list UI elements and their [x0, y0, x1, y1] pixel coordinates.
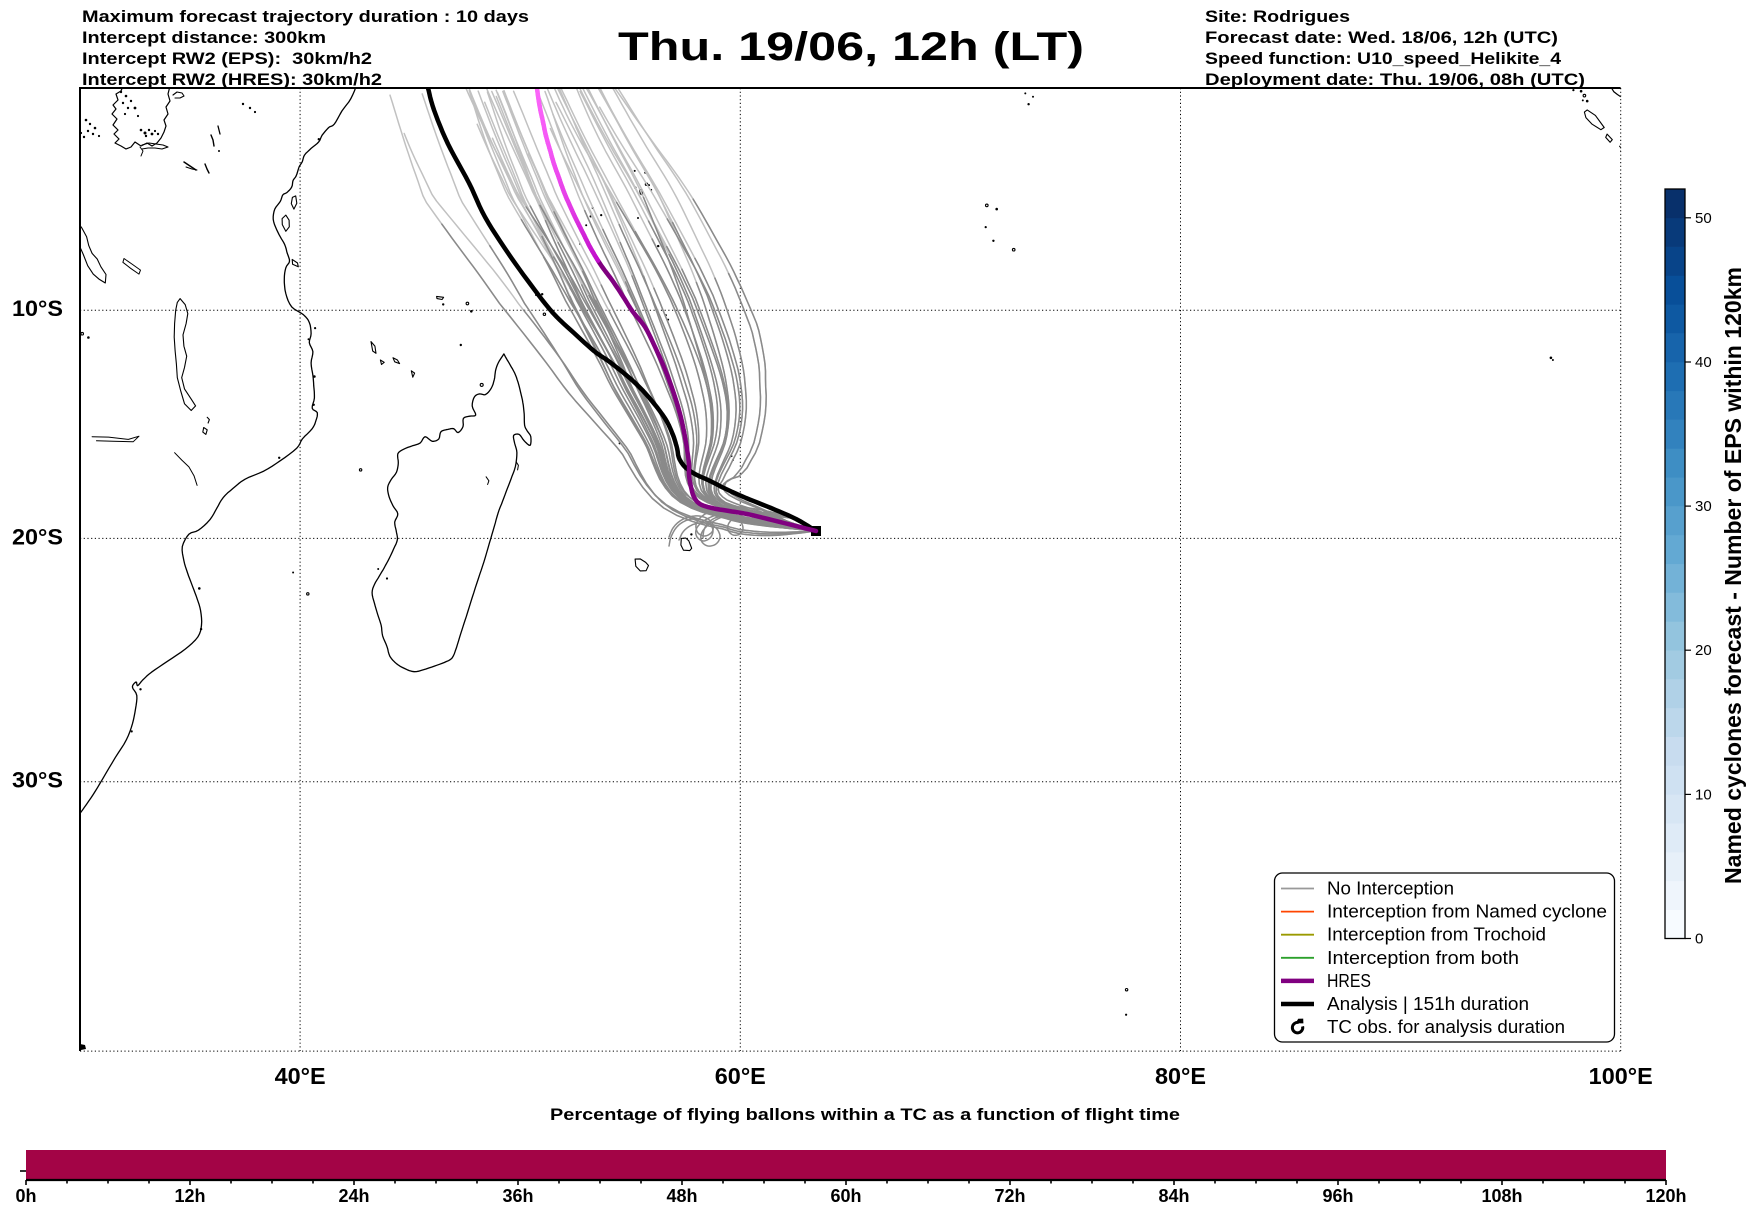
svg-text:Speed function: U10_speed_Heli: Speed function: U10_speed_Helikite_4: [1205, 49, 1562, 68]
svg-text:Interception from both: Interception from both: [1327, 948, 1519, 968]
svg-text:60h: 60h: [830, 1186, 861, 1206]
svg-text:48h: 48h: [666, 1186, 697, 1206]
svg-text:Intercept RW2 (EPS): 30km/h2: Intercept RW2 (EPS): 30km/h2: [82, 49, 372, 68]
svg-text:Thu. 19/06, 12h (LT): Thu. 19/06, 12h (LT): [618, 25, 1084, 69]
svg-text:10°S: 10°S: [12, 296, 63, 321]
svg-text:Site: Rodrigues: Site: Rodrigues: [1205, 7, 1350, 26]
svg-text:Analysis | 151h duration: Analysis | 151h duration: [1327, 994, 1529, 1014]
svg-text:Intercept distance: 300km: Intercept distance: 300km: [82, 28, 326, 47]
svg-text:Interception from Trochoid: Interception from Trochoid: [1327, 925, 1546, 945]
svg-text:30: 30: [1695, 498, 1712, 515]
svg-text:50: 50: [1695, 210, 1712, 227]
svg-text:10: 10: [1695, 786, 1712, 803]
svg-text:20: 20: [1695, 642, 1712, 659]
svg-text:Interception from Named cyclon: Interception from Named cyclone: [1327, 902, 1607, 922]
svg-text:Percentage of flying ballons w: Percentage of flying ballons within a TC…: [550, 1105, 1180, 1124]
svg-text:72h: 72h: [994, 1186, 1025, 1206]
svg-text:120h: 120h: [1645, 1186, 1686, 1206]
svg-text:0h: 0h: [15, 1186, 36, 1206]
svg-text:40°E: 40°E: [275, 1063, 326, 1089]
svg-text:0: 0: [1695, 931, 1703, 948]
svg-text:108h: 108h: [1481, 1186, 1522, 1206]
svg-text:HRES: HRES: [1327, 971, 1371, 991]
svg-text:36h: 36h: [502, 1186, 533, 1206]
svg-text:20°S: 20°S: [12, 524, 63, 549]
svg-text:96h: 96h: [1322, 1186, 1353, 1206]
svg-text:24h: 24h: [338, 1186, 369, 1206]
svg-text:12h: 12h: [174, 1186, 205, 1206]
svg-text:Deployment date: Thu. 19/06, 0: Deployment date: Thu. 19/06, 08h (UTC): [1205, 70, 1585, 89]
svg-text:60°E: 60°E: [715, 1063, 766, 1089]
svg-text:84h: 84h: [1158, 1186, 1189, 1206]
svg-text:Forecast date: Wed. 18/06, 12h: Forecast date: Wed. 18/06, 12h (UTC): [1205, 28, 1558, 47]
svg-text:TC obs. for analysis duration: TC obs. for analysis duration: [1327, 1017, 1565, 1037]
svg-text:40: 40: [1695, 354, 1712, 371]
svg-text:30°S: 30°S: [12, 768, 63, 793]
svg-text:Maximum forecast trajectory du: Maximum forecast trajectory duration : 1…: [82, 7, 529, 26]
svg-text:Intercept RW2 (HRES): 30km/h2: Intercept RW2 (HRES): 30km/h2: [82, 70, 382, 89]
svg-text:Named cyclones forecast - Numb: Named cyclones forecast - Number of EPS …: [1720, 267, 1746, 884]
svg-text:100°E: 100°E: [1589, 1063, 1653, 1089]
svg-text:80°E: 80°E: [1155, 1063, 1206, 1089]
svg-text:No Interception: No Interception: [1327, 879, 1454, 899]
